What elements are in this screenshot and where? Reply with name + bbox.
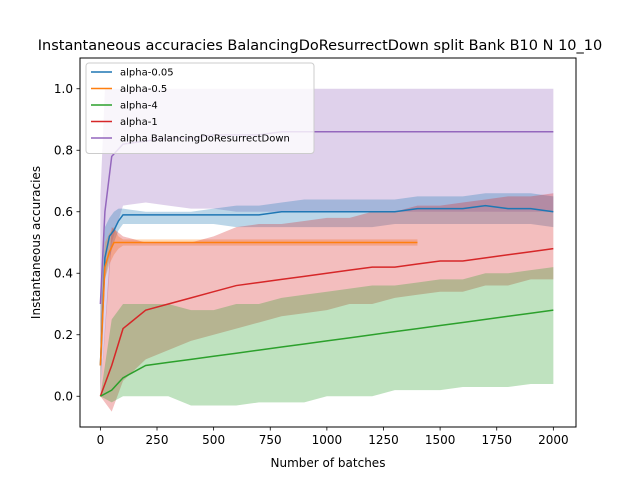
- x-axis: 0 250 500 750 1000 1250 1500 1750 2000: [97, 427, 569, 447]
- error-band-1: [100, 193, 554, 397]
- y-axis-label: Instantaneous accuracies: [29, 166, 43, 319]
- chart-title: Instantaneous accuracies BalancingDoResu…: [38, 38, 602, 54]
- series-line-4: [100, 309, 554, 397]
- y-tick-label: 0.4: [54, 266, 73, 280]
- x-tick-label: 2000: [538, 433, 569, 447]
- x-tick-label: 0: [97, 433, 105, 447]
- x-axis-label: Number of batches: [271, 456, 386, 470]
- x-tick-label: 750: [259, 433, 282, 447]
- y-tick-label: 1.0: [54, 82, 73, 96]
- y-tick-label: 0.0: [54, 389, 73, 403]
- error-band-4: [100, 267, 554, 406]
- x-tick-label: 1000: [312, 433, 343, 447]
- series-line-1: [99, 204, 554, 366]
- series-line-2: [99, 241, 418, 366]
- series-line-3: [99, 247, 554, 397]
- legend-label: alpha BalancingDoResurrectDown: [120, 134, 290, 145]
- x-tick-label: 1750: [481, 433, 512, 447]
- x-tick-label: 500: [202, 433, 225, 447]
- error-band-0: [100, 88, 554, 397]
- legend-label: alpha-4: [120, 101, 158, 112]
- y-tick-label: 0.8: [54, 143, 73, 157]
- legend-box: [85, 62, 315, 154]
- plot-frame: [79, 57, 577, 428]
- legend-label: alpha-0.5: [120, 84, 167, 95]
- x-tick-label: 250: [146, 433, 169, 447]
- y-tick-label: 0.6: [54, 205, 73, 219]
- x-tick-label: 1250: [368, 433, 399, 447]
- x-tick-label: 1500: [425, 433, 456, 447]
- legend-label: alpha-1: [120, 117, 158, 128]
- series-lines: [99, 131, 554, 397]
- y-axis: 0.0 0.2 0.4 0.6 0.8 1.0: [54, 82, 80, 403]
- error-bands: [100, 88, 554, 412]
- legend: alpha-0.05 alpha-0.5 alpha-4 alpha-1 alpha B…: [85, 62, 315, 154]
- error-band-2: [100, 227, 418, 397]
- y-tick-label: 0.2: [54, 328, 73, 342]
- error-band-3: [100, 193, 554, 412]
- legend-label: alpha-0.05: [120, 68, 174, 79]
